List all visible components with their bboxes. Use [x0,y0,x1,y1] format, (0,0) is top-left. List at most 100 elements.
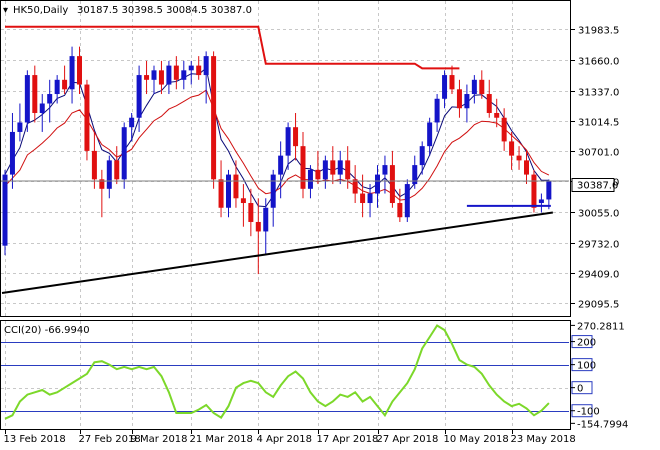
time-tick-label: 27 Apr 2018 [377,434,439,445]
time-tick-label: 27 Feb 2018 [79,434,141,445]
cci-tick-label: 100 [577,361,596,372]
bear-candle [173,65,179,80]
bear-candle [240,198,246,204]
bull-candle [464,94,470,109]
bull-candle [412,165,418,185]
price-tick-label: 30055.0 [578,209,619,220]
cci-tick-label: 270.2811 [577,321,625,332]
bear-candle [509,141,515,156]
bull-candle [188,65,194,71]
bull-candle [2,174,8,246]
bear-candle [77,56,82,85]
bull-candle [263,207,269,232]
bull-candle [307,169,313,189]
bear-candle [456,89,462,109]
bull-candle [203,56,209,76]
bear-candle [300,146,306,189]
cci-tick-label: 0 [577,384,583,395]
bear-candle [91,150,97,180]
time-tick-label: 21 Mar 2018 [190,434,253,445]
bear-candle [516,155,522,161]
price-tick-label: 31660.0 [578,57,619,68]
bear-candle [84,84,90,151]
price-tick-label: 31983.5 [578,26,619,37]
bear-candle [479,79,485,95]
bull-candle [404,184,410,218]
bull-candle [434,98,440,123]
bear-candle [293,127,299,147]
bear-candle [494,112,500,118]
bull-candle [69,56,75,90]
bull-candle [278,155,284,175]
bull-candle [322,160,328,180]
bull-candle [419,146,425,166]
price-tick-label: 31014.5 [578,118,619,129]
chart-expand-icon[interactable]: ▾ [3,5,8,16]
bear-candle [233,174,239,199]
bear-candle [449,75,455,90]
bear-candle [345,160,351,180]
bear-candle [218,179,224,208]
main-panel-border [0,0,571,317]
bull-candle [546,180,552,200]
candlesticks [2,46,552,275]
bear-candle [144,75,150,80]
bull-candle [471,79,477,95]
bull-candle [136,75,142,118]
time-tick-label: 10 May 2018 [444,434,509,445]
bull-candle [285,127,291,156]
cci-tick-label: -100 [577,407,600,418]
bear-candle [211,56,217,180]
slow-moving-average-line [4,89,550,201]
bull-candle [151,70,157,80]
bear-candle [531,174,537,208]
bull-candle [538,199,544,204]
bull-candle [47,94,53,104]
bull-candle [39,103,45,113]
cci-panel-border [0,320,571,430]
bear-candle [486,94,492,113]
bear-candle [524,160,529,175]
bull-candle [427,122,433,147]
time-tick-label: 4 Apr 2018 [257,434,312,445]
rising-trend-line [1,211,553,295]
bear-candle [196,65,202,76]
bull-candle [17,122,23,132]
ohlc-label: 30187.5 30398.5 30084.5 30387.0 [77,5,252,16]
time-tick-label: 23 May 2018 [511,434,576,445]
current-price-label: 30387.0 [577,181,618,192]
bear-candle [255,221,261,232]
bull-candle [375,174,380,194]
price-tick-label: 29409.0 [578,270,619,281]
bear-candle [397,203,403,218]
bull-candle [226,174,231,208]
price-axis: 31983.5 31660.0 31337.0 31014.5 30701.0 30387… [570,26,628,430]
bull-candle [181,70,187,80]
bull-candle [54,79,60,95]
bear-candle [114,160,120,180]
bull-candle [337,160,343,175]
bear-candle [389,165,395,204]
time-tick-label: 9 Mar 2018 [131,434,188,445]
cci-tick-label: 200 [577,338,596,349]
current-price-box [571,178,615,192]
bear-candle [315,169,321,180]
time-tick-label: 17 Apr 2018 [317,434,379,445]
bull-candle [367,193,373,204]
bull-candle [166,65,172,85]
bull-candle [24,75,30,123]
bull-candle [121,127,127,180]
grid-lines [1,1,569,429]
bear-candle [99,179,105,189]
bull-candle [442,75,448,99]
symbol-label: HK50,Daily [13,5,68,16]
bull-candle [270,174,276,208]
bull-candle [129,117,135,128]
bull-candle [382,165,388,175]
cci-title: CCI(20) -66.9940 [4,325,90,336]
price-tick-label: 30701.0 [578,148,619,159]
bear-candle [360,193,366,204]
time-tick-label: 13 Feb 2018 [4,434,66,445]
